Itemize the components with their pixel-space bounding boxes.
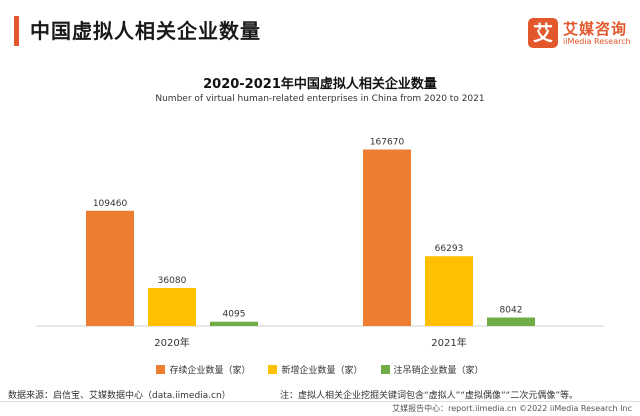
chart-subtitle: Number of virtual human-related enterpri… [155,94,485,104]
data-source-note: 数据来源：启信宝、艾媒数据中心（data.iimedia.cn） [8,391,231,401]
data-label-new-1: 36080 [158,276,187,286]
x-tick-label-1: 2020年 [154,336,189,349]
legend-swatch-existing [156,365,166,374]
logo-badge: 艾 [528,18,558,48]
logo-chinese-name: 艾媒咨询 [563,20,628,38]
legend-label-existing: 存续企业数量（家） [169,366,251,376]
bar-cancelled-2 [487,317,535,326]
legend-label-cancelled: 注吊销企业数量（家） [393,366,484,376]
bar-cancelled-1 [210,321,258,326]
bar-new-2 [425,256,473,326]
header-bar: 中国虚拟人相关企业数量 艾 艾媒咨询 iiMedia Research [0,0,640,62]
data-label-cancelled-2: 8042 [500,306,523,316]
chart-legend: 存续企业数量（家） 新增企业数量（家） 注吊销企业数量（家） [0,363,640,376]
data-label-existing-1: 109460 [93,199,128,209]
copyright-text: 艾媒报告中心：report.iimedia.cn ©2022 iiMedia R… [392,404,632,413]
data-label-cancelled-1: 4095 [223,310,246,320]
legend-item-cancelled: 注吊销企业数量（家） [380,363,484,376]
iimedia-logo: 艾 艾媒咨询 iiMedia Research [528,18,636,52]
title-accent-bar [14,16,19,46]
data-label-existing-2: 167670 [370,138,405,148]
chart-title: 2020-2021年中国虚拟人相关企业数量 [203,77,437,92]
logo-english-name: iiMedia Research [563,37,631,46]
legend-swatch-cancelled [380,365,390,374]
page-title: 中国虚拟人相关企业数量 [30,19,261,43]
legend-item-existing: 存续企业数量（家） [156,363,250,376]
bar-new-1 [148,288,196,326]
footer-divider [0,401,640,402]
x-tick-label-2: 2021年 [431,336,466,349]
data-label-new-2: 66293 [435,244,464,254]
bar-existing-2 [363,149,411,326]
legend-swatch-new [268,365,278,374]
legend-item-new: 新增企业数量（家） [268,363,363,376]
bar-existing-1 [86,210,134,326]
keyword-note: 注：虚拟人相关企业挖掘关键词包含“虚拟人”“虚拟偶像”“二次元偶像”等。 [280,391,578,401]
legend-label-new: 新增企业数量（家） [281,366,363,376]
